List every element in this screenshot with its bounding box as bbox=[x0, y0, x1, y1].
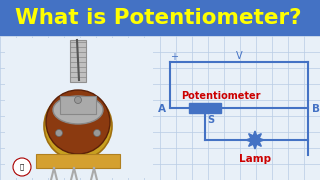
Bar bbox=[36, 154, 120, 168]
Ellipse shape bbox=[53, 96, 103, 124]
Bar bbox=[5, 38, 153, 178]
Circle shape bbox=[55, 129, 62, 136]
Text: 🎙: 🎙 bbox=[20, 164, 24, 170]
Circle shape bbox=[46, 90, 110, 154]
Text: Potentiometer: Potentiometer bbox=[181, 91, 261, 101]
Circle shape bbox=[13, 158, 31, 176]
Circle shape bbox=[93, 129, 100, 136]
Circle shape bbox=[44, 92, 112, 160]
Circle shape bbox=[75, 96, 82, 103]
Text: +: + bbox=[170, 52, 178, 62]
Text: Lamp: Lamp bbox=[239, 154, 271, 164]
Text: V: V bbox=[236, 51, 242, 61]
Polygon shape bbox=[246, 131, 264, 149]
Bar bbox=[0, 0, 320, 36]
Text: S: S bbox=[207, 115, 214, 125]
Bar bbox=[60, 96, 96, 114]
Bar bbox=[189, 103, 221, 113]
Text: What is Potentiometer?: What is Potentiometer? bbox=[15, 8, 301, 28]
Text: B: B bbox=[312, 104, 320, 114]
Text: A: A bbox=[158, 104, 166, 114]
Bar bbox=[70, 40, 86, 82]
